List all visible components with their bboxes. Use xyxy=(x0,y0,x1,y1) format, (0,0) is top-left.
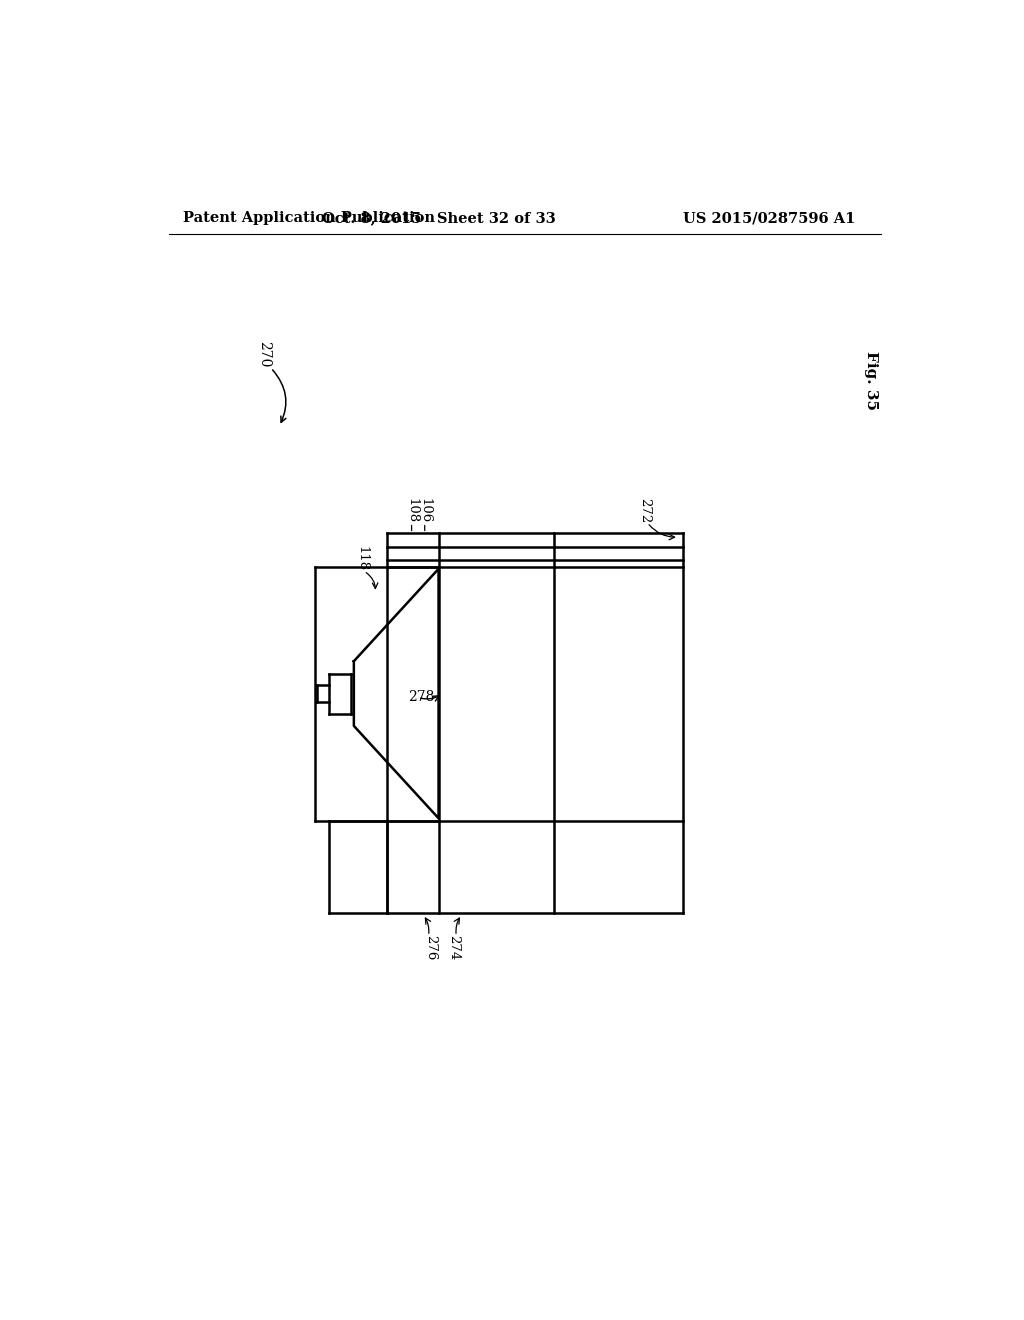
Text: US 2015/0287596 A1: US 2015/0287596 A1 xyxy=(683,211,856,226)
Text: 278: 278 xyxy=(408,690,434,705)
Text: 272: 272 xyxy=(638,499,651,524)
Text: 106: 106 xyxy=(418,499,431,524)
Text: 270: 270 xyxy=(257,341,270,367)
Text: 118: 118 xyxy=(355,546,368,572)
Text: 108: 108 xyxy=(406,499,418,524)
Text: 276: 276 xyxy=(424,935,437,961)
Text: Patent Application Publication: Patent Application Publication xyxy=(183,211,435,226)
Text: Fig. 35: Fig. 35 xyxy=(864,351,879,409)
Text: Oct. 8, 2015   Sheet 32 of 33: Oct. 8, 2015 Sheet 32 of 33 xyxy=(322,211,555,226)
Text: 274: 274 xyxy=(447,935,461,960)
